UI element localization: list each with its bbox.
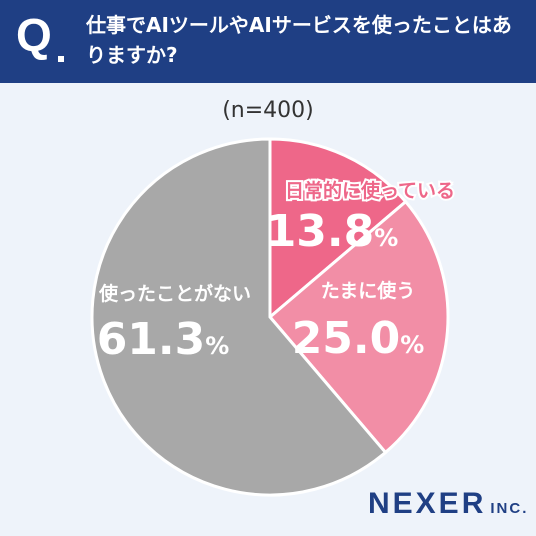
question-text: 仕事でAIツールやAIサービスを使ったことはありますか? bbox=[86, 13, 512, 67]
pie-slice bbox=[268, 137, 408, 321]
slice-category-label: 使ったことがない bbox=[98, 282, 251, 305]
slice-value-label: 13.8% bbox=[266, 206, 399, 257]
logo-suffix-text: INC. bbox=[490, 500, 529, 517]
slice-value-label: 61.3% bbox=[97, 314, 230, 365]
nexer-logo: NEXER INC. bbox=[368, 487, 528, 521]
q-dot-decoration bbox=[58, 56, 64, 62]
slice-value-label: 25.0% bbox=[292, 313, 425, 364]
question-header: Q 仕事でAIツールやAIサービスを使ったことはありますか? bbox=[0, 0, 536, 83]
pie-slice bbox=[90, 137, 388, 497]
sample-size-label: (n=400) bbox=[222, 98, 314, 123]
question-mark-label: Q bbox=[16, 9, 52, 61]
pie-slice bbox=[267, 199, 450, 455]
slice-category-label: たまに使う bbox=[321, 280, 415, 302]
logo-main-text: NEXER bbox=[368, 487, 487, 520]
slice-category-label: 日常的に使っている bbox=[285, 179, 455, 202]
